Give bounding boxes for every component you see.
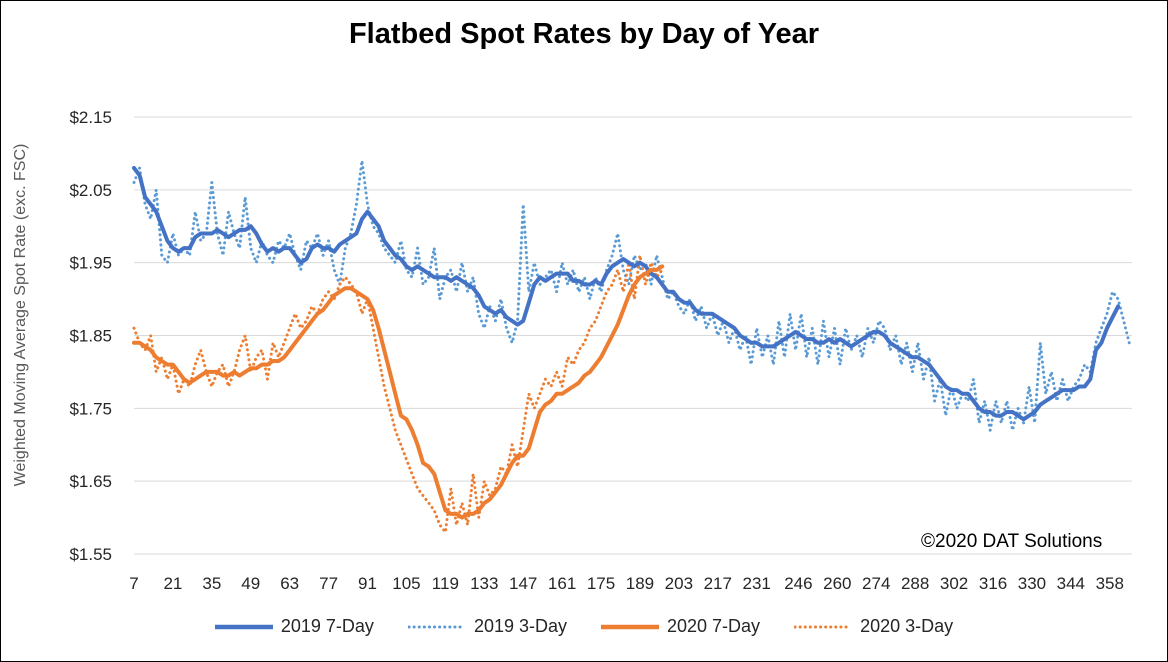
y-tick-label: $2.05 xyxy=(69,181,112,200)
x-tick-label: 175 xyxy=(587,574,615,593)
x-tick-label: 7 xyxy=(129,574,138,593)
legend-swatch-dotted-orange xyxy=(794,625,853,628)
legend-swatch-solid-orange xyxy=(601,624,659,629)
legend-item: 2019 3-Day xyxy=(407,616,567,637)
x-tick-label: 35 xyxy=(202,574,221,593)
legend-swatch-dotted-blue xyxy=(407,625,466,628)
legend-item: 2020 3-Day xyxy=(794,616,953,637)
x-tick-label: 133 xyxy=(470,574,498,593)
x-tick-label: 189 xyxy=(626,574,654,593)
x-tick-label: 63 xyxy=(280,574,299,593)
x-tick-label: 231 xyxy=(743,574,771,593)
x-tick-labels: 7 21 35 49 63 77 91 105 119 133 147 161 175 189 203 217… xyxy=(129,574,1124,593)
x-tick-label: 330 xyxy=(1018,574,1046,593)
x-tick-label: 119 xyxy=(432,574,459,593)
y-tick-label: $1.75 xyxy=(69,399,112,418)
y-tick-label: $1.65 xyxy=(69,472,112,491)
x-tick-label: 344 xyxy=(1057,574,1085,593)
legend-item: 2020 7-Day xyxy=(601,616,760,637)
x-tick-label: 49 xyxy=(241,574,260,593)
series-line-2019-3-day xyxy=(132,159,1131,432)
legend: 2019 7-Day 2019 3-Day 2020 7-Day 2020 3-… xyxy=(0,616,1168,637)
legend-label: 2020 3-Day xyxy=(860,616,954,636)
x-tick-label: 246 xyxy=(784,574,812,593)
y-tick-labels: $2.15 $2.05 $1.95 $1.85 $1.75 $1.65 $1.55 xyxy=(69,108,112,564)
series-lines xyxy=(132,159,1131,534)
x-tick-label: 105 xyxy=(392,574,420,593)
x-tick-label: 316 xyxy=(979,574,1007,593)
x-tick-label: 217 xyxy=(704,574,732,593)
legend-item: 2019 7-Day xyxy=(214,616,374,637)
series-line-2019-7-day xyxy=(132,166,1121,422)
chart-title: Flatbed Spot Rates by Day of Year xyxy=(348,18,820,50)
gridlines xyxy=(134,116,1132,555)
x-tick-label: 358 xyxy=(1096,574,1124,593)
legend-label: 2019 3-Day xyxy=(473,616,567,636)
x-tick-label: 91 xyxy=(358,574,377,593)
legend-swatch-solid-blue xyxy=(214,624,273,629)
x-tick-label: 147 xyxy=(509,574,537,593)
y-tick-label: $1.95 xyxy=(69,254,112,273)
y-tick-label: $2.15 xyxy=(69,108,112,127)
x-tick-label: 260 xyxy=(823,574,851,593)
series-line-2020-7-day xyxy=(132,264,665,520)
x-tick-label: 274 xyxy=(862,574,890,593)
x-tick-label: 203 xyxy=(665,574,693,593)
legend-label: 2020 7-Day xyxy=(667,616,761,636)
x-tick-label: 161 xyxy=(548,574,576,593)
y-tick-label: $1.55 xyxy=(69,545,112,564)
y-tick-label: $1.85 xyxy=(69,327,112,346)
series-line-2020-3-day xyxy=(132,253,664,534)
x-tick-label: 21 xyxy=(163,574,182,593)
copyright-annotation: ©2020 DAT Solutions xyxy=(921,531,1103,552)
x-tick-label: 302 xyxy=(940,574,968,593)
legend-label: 2019 7-Day xyxy=(280,616,374,636)
x-tick-label: 77 xyxy=(319,574,338,593)
x-tick-label: 288 xyxy=(901,574,929,593)
